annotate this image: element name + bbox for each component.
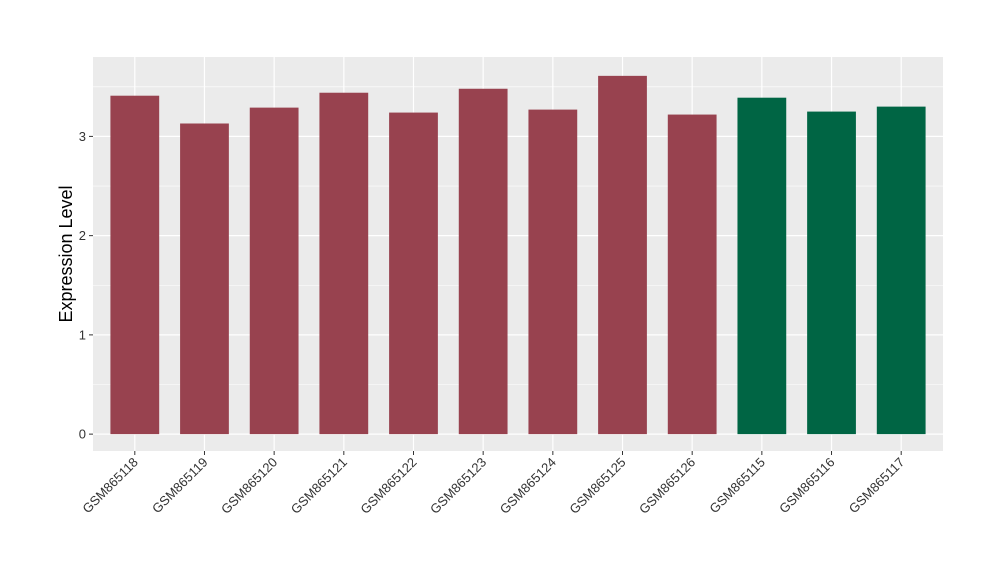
bar-gsm865123 [458, 88, 508, 435]
x-tick-label: GSM865120 [218, 455, 280, 517]
x-tick-label: GSM865126 [636, 455, 698, 517]
x-tick-label: GSM865122 [357, 455, 419, 517]
x-tick-label: GSM865117 [846, 455, 908, 517]
bar-gsm865118 [110, 95, 160, 435]
bar-gsm865124 [528, 109, 578, 435]
x-tick-label: GSM865119 [149, 455, 211, 517]
y-tick-label: 2 [79, 228, 86, 243]
x-tick-label: GSM865121 [288, 455, 350, 517]
y-axis: 0 1 2 3 [79, 129, 93, 442]
bar-series [110, 75, 926, 435]
y-tick-label: 0 [79, 427, 86, 442]
x-axis: GSM865118 GSM865119 GSM865120 GSM865121 GSM8… [79, 451, 907, 517]
x-tick-label: GSM865125 [566, 455, 628, 517]
y-axis-title: Expression Level [56, 185, 76, 322]
x-tick-label: GSM865118 [79, 455, 141, 517]
bar-gsm865119 [180, 123, 229, 435]
x-tick-label: GSM865115 [706, 455, 768, 517]
plot-panel [93, 57, 943, 451]
x-tick-label: GSM865116 [776, 455, 838, 517]
bar-gsm865120 [249, 107, 299, 435]
x-tick-label: GSM865124 [497, 455, 559, 517]
bar-gsm865125 [598, 75, 647, 435]
bar-gsm865122 [389, 112, 438, 435]
bar-gsm865121 [319, 92, 369, 435]
bar-gsm865115 [737, 97, 787, 435]
x-tick-label: GSM865123 [427, 455, 489, 517]
bar-gsm865117 [876, 106, 926, 435]
bar-gsm865116 [807, 111, 856, 435]
y-tick-label: 1 [79, 327, 86, 342]
bar-gsm865126 [667, 114, 717, 435]
y-tick-label: 3 [79, 129, 86, 144]
minor-gridlines [93, 86, 943, 385]
